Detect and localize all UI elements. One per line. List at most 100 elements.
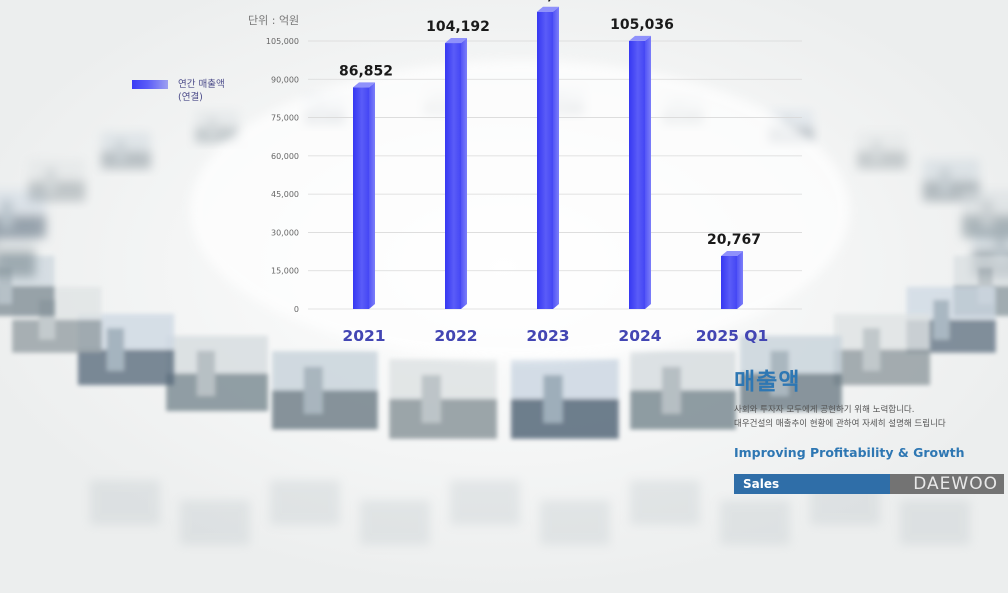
tile-ground (511, 398, 619, 439)
tile-building (45, 167, 56, 193)
tile-ground (740, 373, 842, 412)
x-category-label: 2024 (618, 327, 661, 345)
bar-top (353, 82, 375, 88)
bar-top (629, 35, 651, 41)
bar-group (537, 6, 559, 310)
photo-tile (630, 351, 736, 430)
x-category-label: 2023 (526, 327, 569, 345)
bar-top (445, 38, 467, 44)
tile-building (196, 350, 216, 396)
x-category-label: 2021 (342, 327, 385, 345)
data-label: 105,036 (610, 17, 674, 33)
photo-tile (740, 335, 842, 412)
y-tick-label: 105,000 (266, 37, 299, 46)
legend-label-line2: (연결) (178, 92, 203, 103)
y-axis-ticks: 0 15,000 30,000 45,000 60,000 75,000 90,000 105… (266, 37, 299, 314)
reflection-tile (900, 500, 970, 545)
tile-ground (77, 349, 175, 386)
unit-label: 단위 : 억원 (248, 14, 300, 27)
section-subtitle: Improving Profitability & Growth (734, 445, 965, 460)
bar (353, 87, 369, 309)
y-tick-label: 45,000 (271, 190, 299, 199)
tile-building (939, 167, 950, 193)
photo-tile (166, 335, 268, 412)
tile-ground (630, 390, 736, 430)
tile-ground (389, 398, 497, 439)
description-line-2: 대우건설의 매출추이 현황에 관하여 자세히 설명해 드립니다 (734, 419, 946, 429)
photo-tile (857, 132, 907, 169)
tile-building (303, 366, 323, 414)
y-tick-label: 15,000 (271, 267, 299, 276)
reflection-tile (720, 500, 790, 545)
legend-swatch (132, 80, 168, 89)
reflection-tile (360, 500, 430, 545)
bar-side (737, 250, 743, 309)
tile-building (862, 328, 881, 371)
sales-tag-label: Sales (743, 477, 780, 491)
photo-tile (272, 351, 378, 430)
tile-ground (166, 373, 268, 412)
bar-top (721, 250, 743, 256)
tile-building (770, 350, 789, 396)
bar (537, 11, 553, 310)
legend-label: 연간 매출액 (연결) (178, 78, 225, 104)
tile-building (421, 375, 441, 423)
reflection-tile (270, 480, 340, 525)
y-tick-label: 90,000 (271, 75, 299, 84)
photo-tile (511, 359, 619, 439)
tile-building (661, 366, 681, 414)
bar-side (369, 82, 375, 309)
reflection-tile (450, 480, 520, 525)
reflection-tile (630, 480, 700, 525)
reflection-ring (90, 480, 970, 545)
y-tick-label: 60,000 (271, 152, 299, 161)
data-label: 104,192 (426, 19, 490, 35)
reflection-tile (180, 500, 250, 545)
photo-tile (962, 190, 1008, 238)
data-label: 20,767 (707, 232, 761, 248)
bar-side (553, 6, 559, 310)
tile-ground (833, 349, 931, 386)
section-title: 매출액 (734, 369, 801, 395)
tile-ground (28, 180, 86, 202)
photo-tile (101, 132, 151, 169)
y-tick-label: 75,000 (271, 114, 299, 123)
tile-ground (857, 150, 907, 169)
description-line-1: 사회와 투자자 모두에게 공헌하기 위해 노력합니다. (734, 405, 915, 415)
reflection-tile (540, 500, 610, 545)
reflection-tile (90, 480, 160, 525)
data-label: 116,478 (518, 0, 582, 4)
bar-side (645, 35, 651, 310)
tile-building (981, 199, 993, 229)
tile-building (116, 139, 125, 162)
bar-group (721, 250, 743, 309)
tile-building (208, 116, 217, 137)
tile-ground (0, 250, 36, 277)
bar-group (445, 38, 467, 310)
tile-building (543, 375, 563, 423)
bar-top (537, 6, 559, 12)
photo-tile (833, 313, 931, 386)
tile-building (933, 299, 950, 340)
bar (721, 255, 737, 309)
bar-side (461, 38, 467, 310)
bar-group (353, 82, 375, 309)
photo-tile (28, 159, 86, 202)
y-tick-label: 0 (294, 305, 299, 314)
tile-building (106, 328, 125, 371)
brand-plate: DAEWOO (890, 474, 1004, 494)
legend-label-line1: 연간 매출액 (178, 79, 225, 90)
x-category-label: 2022 (434, 327, 477, 345)
tile-ground (12, 319, 102, 353)
bar (629, 40, 645, 310)
tile-ground (195, 126, 240, 143)
section-tag-bar: Sales DAEWOO (734, 474, 1004, 494)
y-tick-label: 30,000 (271, 228, 299, 237)
tile-building (872, 139, 881, 162)
photo-tile (77, 313, 175, 386)
tile-ground (272, 390, 378, 430)
tile-ground (101, 150, 151, 169)
x-category-label: 2025 Q1 (696, 327, 769, 345)
